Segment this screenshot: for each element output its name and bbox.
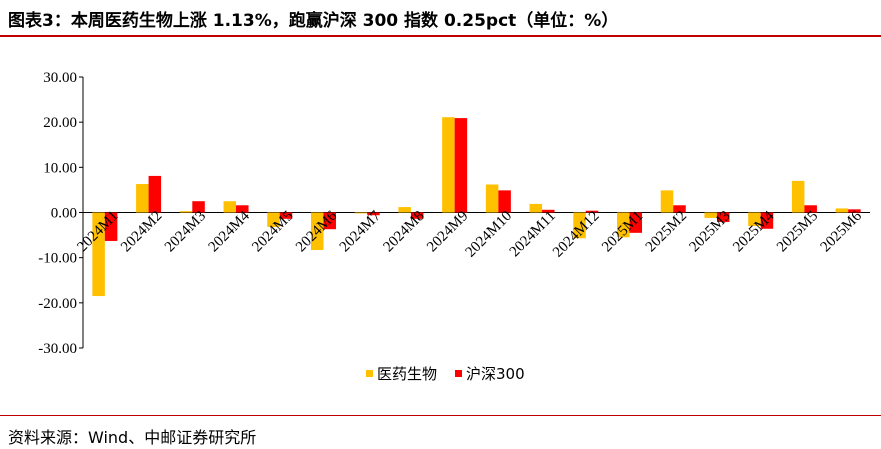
- y-tick-label: -10.00: [38, 251, 77, 267]
- x-tick-label: 2024M10: [463, 208, 516, 261]
- legend-label-2: 沪深300: [466, 365, 525, 383]
- bar-series2-2024M8: [410, 212, 424, 219]
- bar-series1-2025M1: [617, 212, 630, 238]
- bar-series1-2025M6: [835, 208, 849, 213]
- bar-series2-2024M7: [367, 212, 380, 216]
- x-tick-label: 2024M7: [337, 208, 385, 256]
- x-tick-label: 2024M8: [380, 208, 427, 255]
- bar-series1-2024M5: [267, 212, 280, 227]
- source-note: 资料来源：Wind、中邮证券研究所: [8, 428, 257, 447]
- bar-series2-2024M1: [104, 212, 118, 241]
- bar-series2-2025M6: [848, 209, 861, 213]
- bar-series2-2024M2: [148, 175, 162, 213]
- chart-legend: 医药生物 沪深300: [366, 365, 525, 383]
- x-tick-label: 2025M2: [643, 208, 690, 255]
- bar-series1-2024M10: [485, 184, 499, 213]
- bar-series1-2025M4: [748, 212, 761, 227]
- bar-series1-2024M8: [398, 207, 411, 213]
- bar-chart: 2024M12024M22024M32024M42024M52024M62024…: [38, 70, 870, 383]
- chart-bars: [92, 117, 861, 297]
- bar-series1-2025M3: [704, 212, 717, 218]
- y-tick-label: 20.00: [43, 115, 77, 131]
- bar-series2-2024M3: [192, 201, 205, 213]
- bar-series1-2024M9: [442, 117, 455, 213]
- y-tick-label: 10.00: [43, 160, 77, 176]
- bar-series1-2024M1: [92, 212, 105, 297]
- legend-swatch-1: [366, 370, 373, 377]
- x-tick-label: 2024M11: [507, 208, 559, 260]
- y-tick-label: 30.00: [43, 70, 77, 86]
- x-tick-label: 2025M5: [774, 208, 821, 255]
- legend-swatch-2: [455, 370, 462, 377]
- bar-series1-2025M5: [791, 180, 805, 213]
- x-tick-label: 2024M4: [206, 208, 254, 256]
- bar-series1-2025M2: [660, 190, 674, 213]
- bar-series1-2024M2: [136, 184, 149, 213]
- x-tick-label: 2024M3: [162, 208, 209, 255]
- bar-series2-2024M4: [236, 205, 249, 213]
- bar-series2-2025M4: [760, 212, 774, 229]
- bar-series2-2025M2: [673, 205, 686, 213]
- bar-series1-2024M4: [223, 201, 237, 213]
- y-tick-label: -20.00: [38, 296, 77, 312]
- bar-series2-2025M1: [629, 212, 643, 233]
- bar-series2-2024M10: [498, 190, 511, 213]
- x-tick-labels: 2024M12024M22024M32024M42024M52024M62024…: [74, 208, 865, 261]
- bar-series1-2024M7: [354, 212, 368, 214]
- bar-series2-2024M12: [585, 210, 599, 213]
- bar-series1-2024M11: [529, 203, 543, 213]
- x-tick-label: 2025M6: [818, 208, 866, 256]
- bar-series2-2024M6: [323, 212, 336, 230]
- bar-series2-2025M5: [804, 205, 817, 213]
- bar-series2-2025M3: [716, 212, 730, 222]
- chart-axes: [79, 76, 870, 349]
- bar-series1-2024M12: [573, 212, 586, 239]
- bar-series2-2024M9: [454, 118, 468, 213]
- y-tick-labels: 30.00 20.00 10.00 0.00 -10.00 -20.00 -30.00: [38, 70, 77, 357]
- bar-series2-2024M5: [279, 212, 293, 219]
- y-tick-label: 0.00: [51, 206, 77, 222]
- bar-series1-2024M6: [310, 212, 324, 250]
- source-rule: [0, 415, 881, 416]
- title-rule: [0, 35, 881, 37]
- x-tick-label: 2024M2: [118, 208, 165, 255]
- bar-series1-2024M3: [179, 211, 193, 213]
- bar-series2-2024M11: [542, 209, 555, 213]
- chart-title: 图表3：本周医药生物上涨 1.13%，跑赢沪深 300 指数 0.25pct（单…: [8, 11, 619, 31]
- legend-label-1: 医药生物: [377, 365, 437, 383]
- y-tick-label: -30.00: [38, 341, 77, 357]
